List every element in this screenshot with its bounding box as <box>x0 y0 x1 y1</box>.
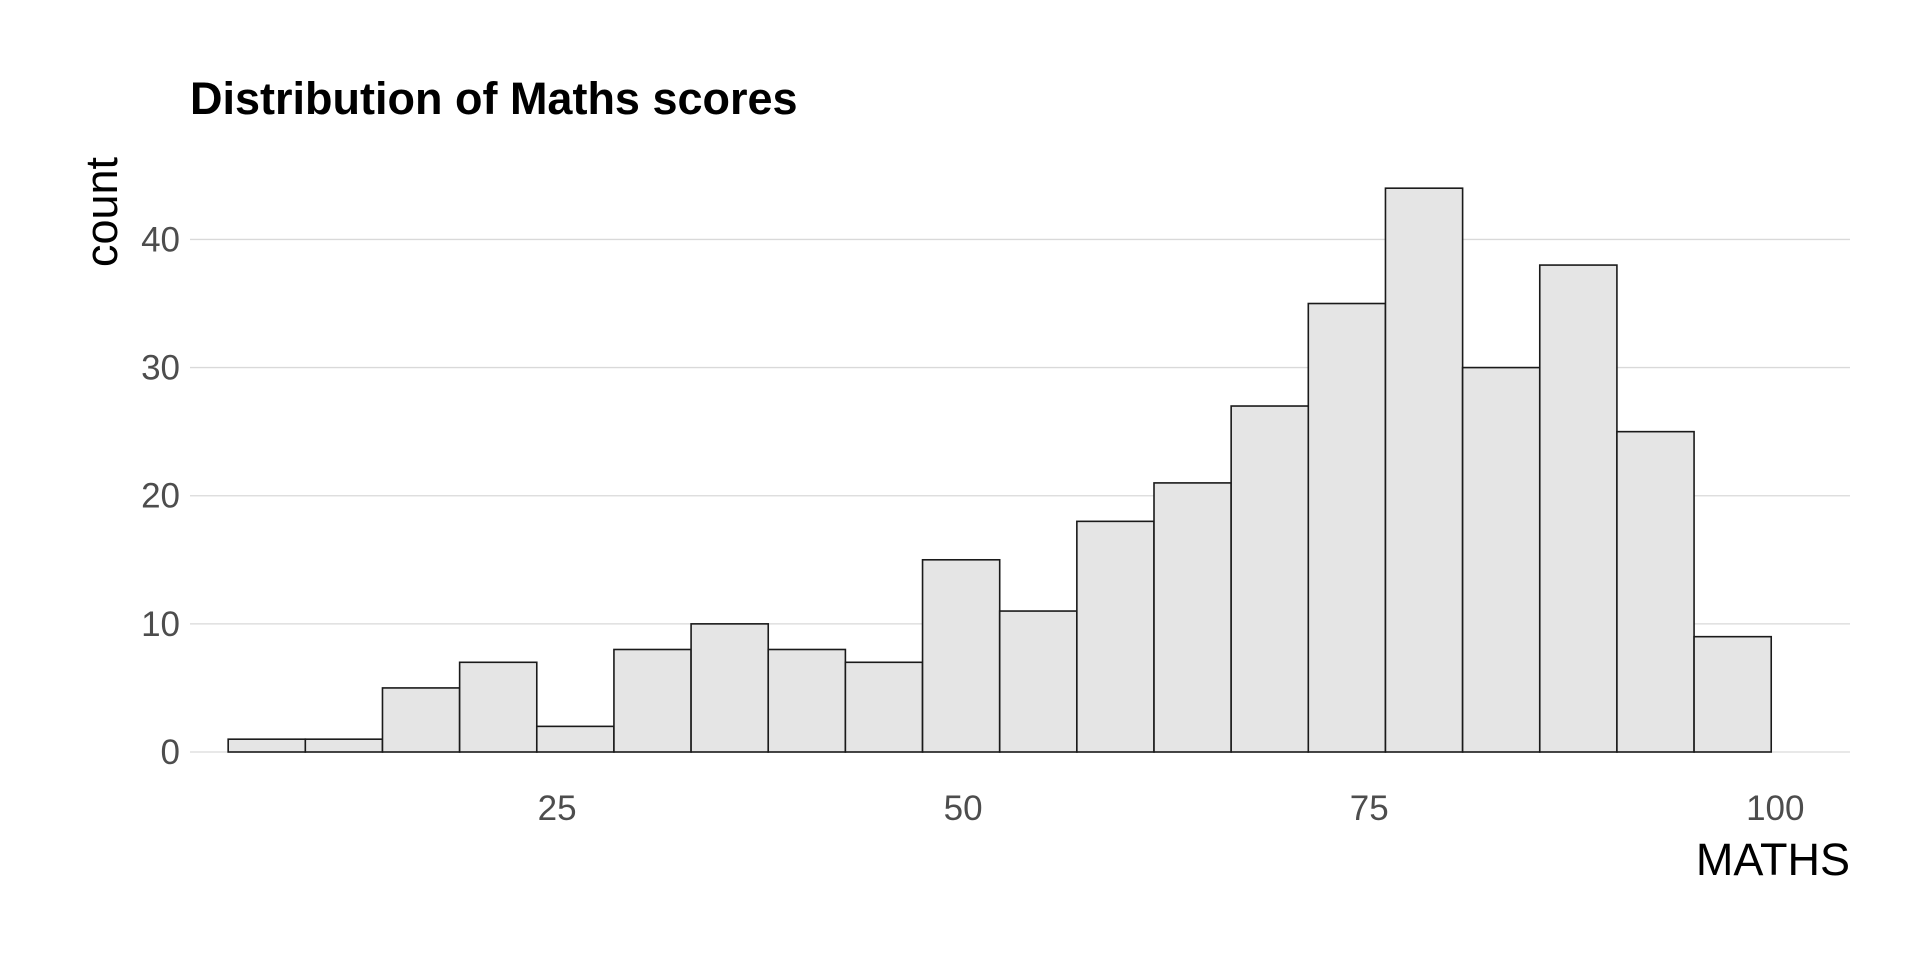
histogram-bar-18 <box>1538 264 1618 753</box>
histogram-bar-2 <box>304 738 384 753</box>
histogram-bar-15 <box>1307 302 1387 753</box>
histogram-bar-20 <box>1693 635 1773 753</box>
x-tick-labels: 25 50 75 100 <box>538 789 1805 828</box>
histogram-bars <box>227 187 1773 753</box>
histogram-bar-7 <box>690 623 770 753</box>
y-tick-label-20: 20 <box>141 477 180 516</box>
histogram-bar-6 <box>613 648 692 753</box>
histogram-bar-4 <box>458 661 538 753</box>
histogram-bar-11 <box>998 610 1078 753</box>
histogram-bar-9 <box>844 661 924 753</box>
y-tick-labels: 0 10 20 30 40 <box>141 220 180 772</box>
histogram-bar-13 <box>1153 482 1232 753</box>
y-tick-label-30: 30 <box>141 349 180 388</box>
histogram-bar-1 <box>227 738 307 753</box>
histogram-bar-8 <box>767 648 847 753</box>
histogram-bar-19 <box>1616 430 1695 753</box>
chart-title: Distribution of Maths scores <box>190 73 798 124</box>
x-tick-label-50: 50 <box>944 789 983 828</box>
y-tick-label-40: 40 <box>141 220 180 259</box>
y-tick-label-0: 0 <box>161 733 180 772</box>
y-tick-label-10: 10 <box>141 605 180 644</box>
x-tick-label-75: 75 <box>1350 789 1389 828</box>
histogram-bar-5 <box>535 725 615 753</box>
x-axis-title: MATHS <box>1696 834 1850 885</box>
histogram-bar-3 <box>381 687 461 753</box>
x-tick-label-25: 25 <box>538 789 577 828</box>
histogram-bar-10 <box>921 558 1001 753</box>
histogram-bar-16 <box>1384 187 1464 753</box>
y-axis-title: count <box>76 156 127 267</box>
histogram-bar-14 <box>1230 405 1310 753</box>
histogram-bar-17 <box>1461 366 1541 753</box>
x-tick-label-100: 100 <box>1746 789 1804 828</box>
histogram-bar-12 <box>1076 520 1155 753</box>
